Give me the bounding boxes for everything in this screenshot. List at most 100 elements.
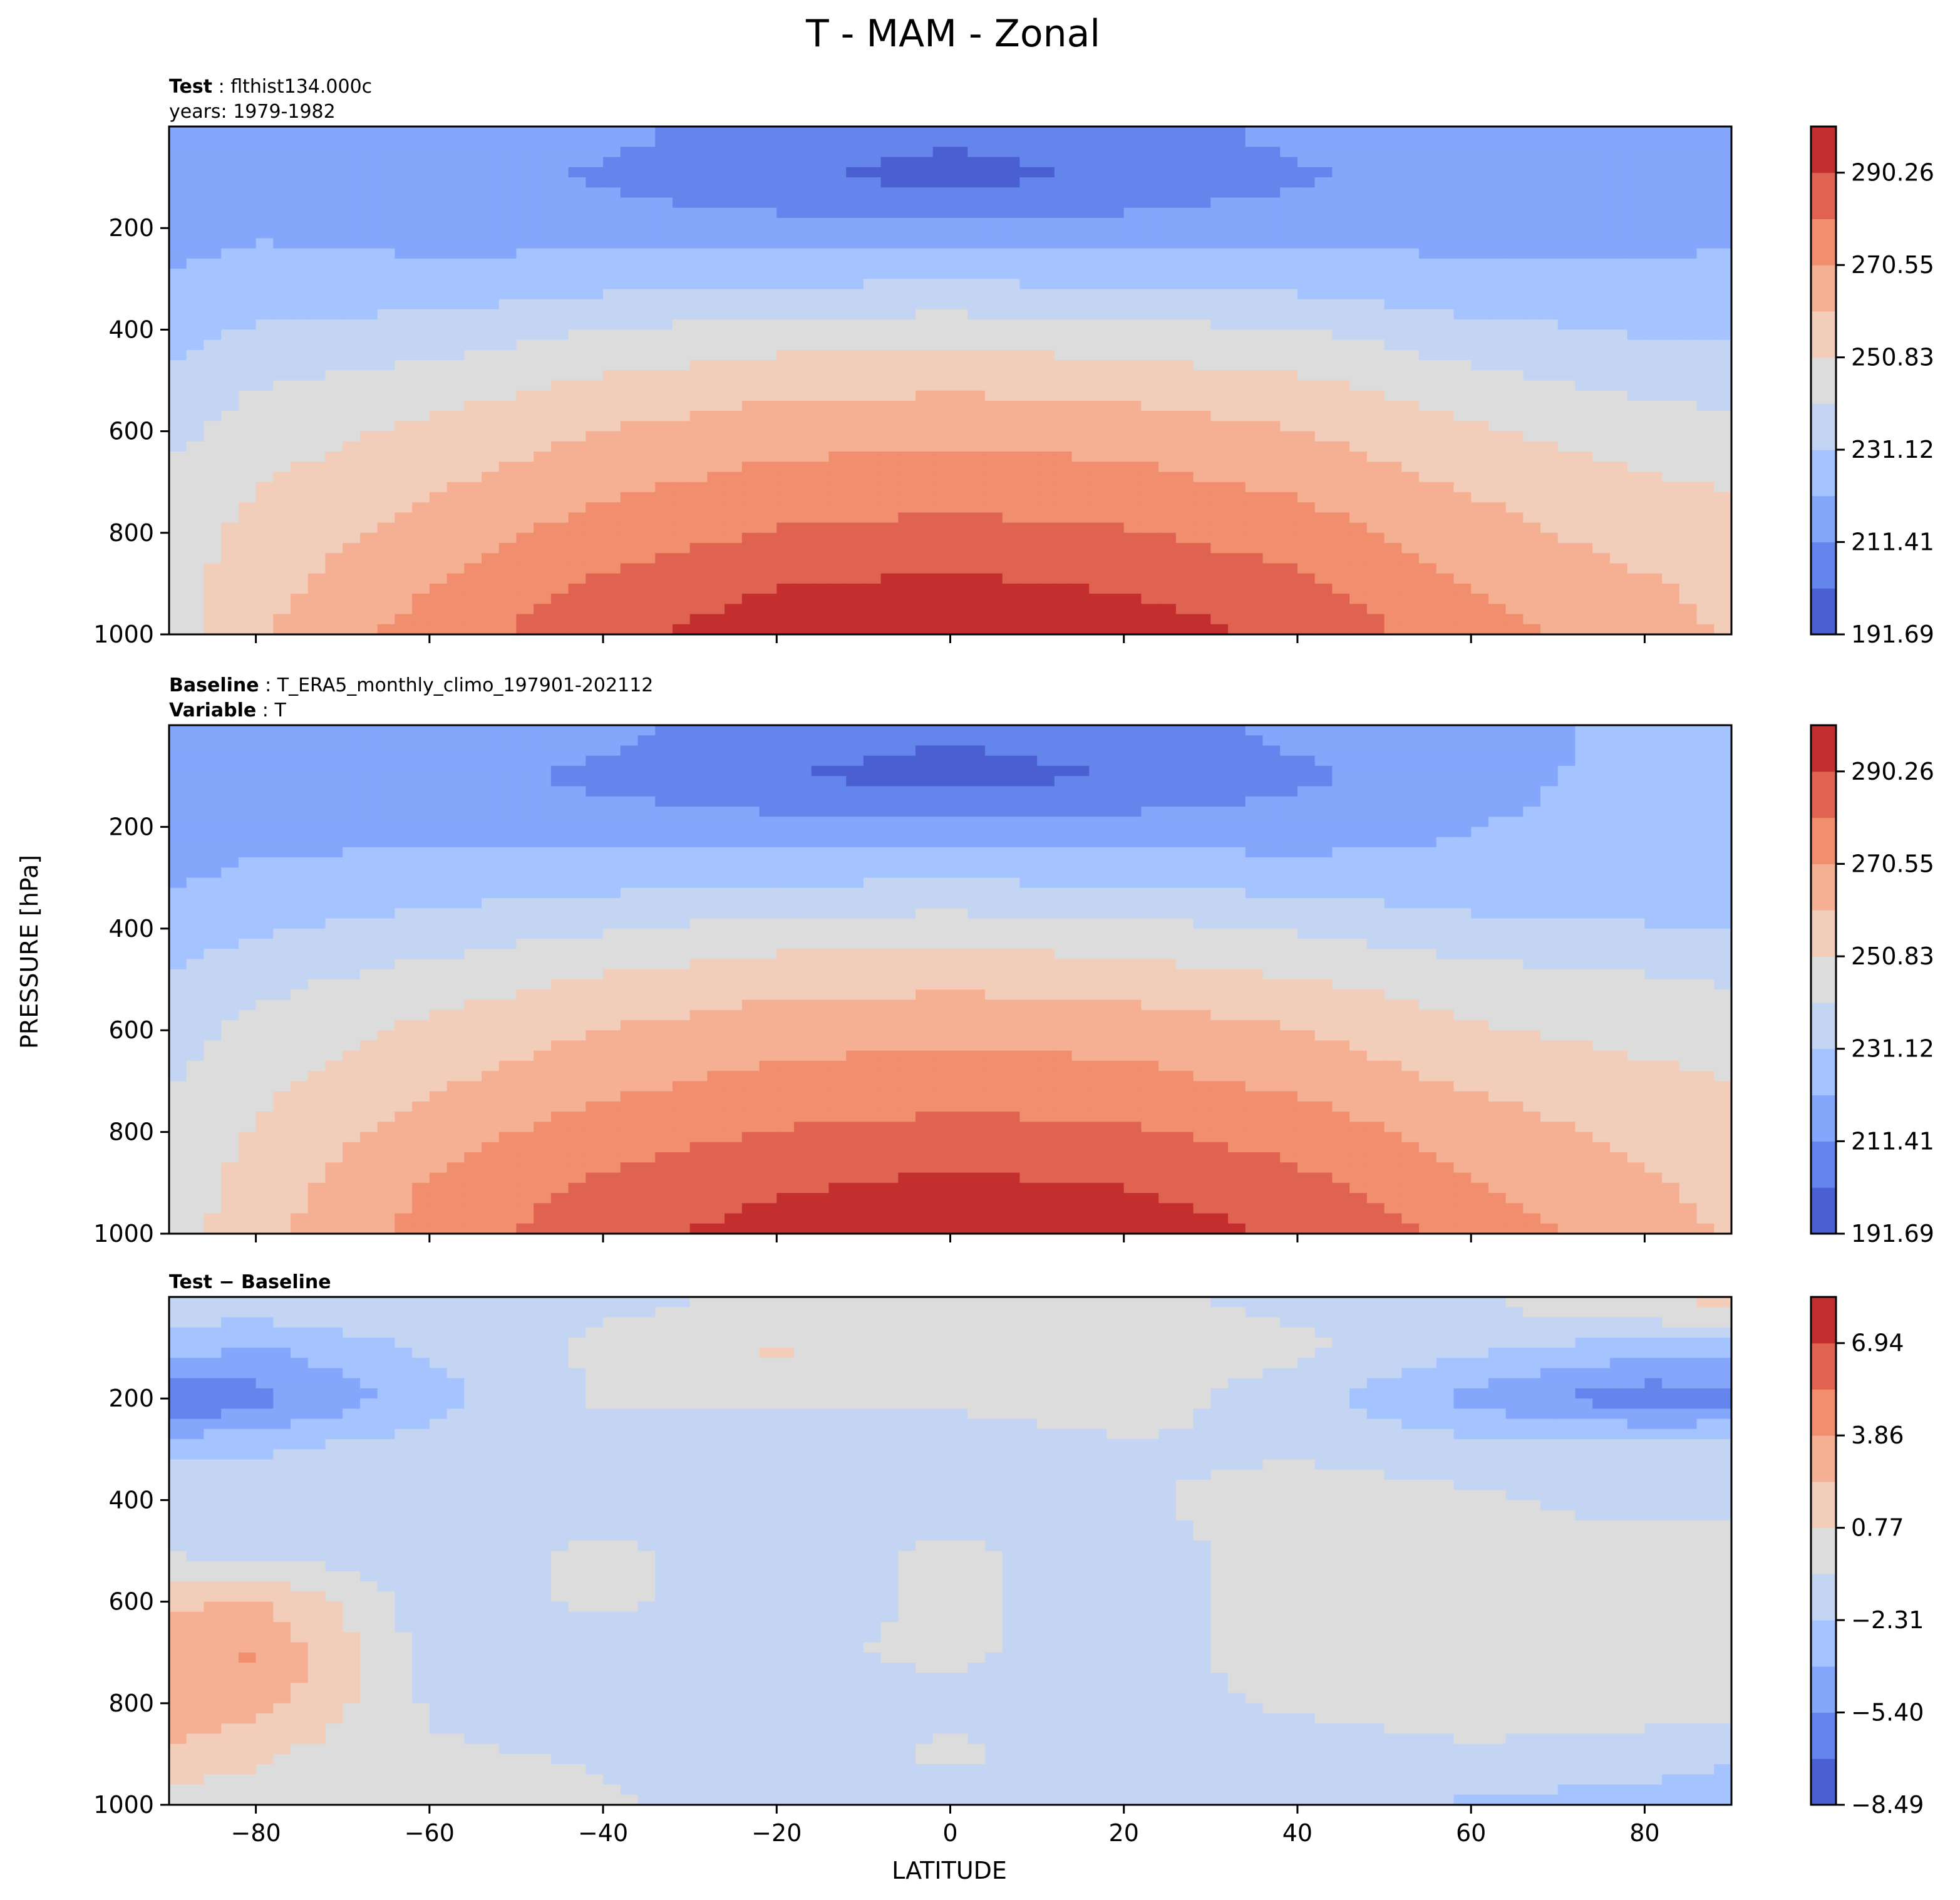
field-cell: [1141, 512, 1159, 524]
field-cell: [1679, 492, 1698, 503]
field-cell: [967, 380, 986, 391]
field-cell: [395, 411, 413, 421]
field-cell: [1106, 177, 1125, 188]
field-cell: [169, 258, 187, 269]
field-cell: [307, 553, 326, 564]
field-cell: [637, 248, 656, 259]
field-cell: [1123, 583, 1142, 594]
field-cell: [1210, 360, 1229, 371]
field-cell: [1592, 339, 1611, 351]
field-cell: [1228, 421, 1246, 432]
field-cell: [204, 238, 222, 249]
field-cell: [291, 411, 309, 421]
field-cell: [1662, 604, 1680, 615]
field-cell: [412, 360, 430, 371]
field-cell: [1297, 187, 1316, 199]
field-cell: [1141, 177, 1159, 188]
field-cell: [1384, 573, 1402, 584]
field-cell: [1002, 207, 1020, 219]
field-cell: [1054, 735, 1073, 746]
field-cell: [1193, 319, 1211, 330]
field-cell: [1314, 248, 1333, 259]
field-cell: [1436, 147, 1455, 158]
field-cell: [898, 380, 916, 391]
field-cell: [950, 197, 968, 209]
field-cell: [1436, 755, 1455, 767]
field-cell: [776, 502, 795, 513]
field-cell: [1609, 299, 1628, 310]
field-cell: [273, 431, 291, 442]
field-cell: [273, 532, 291, 544]
field-cell: [1436, 421, 1455, 432]
field-cell: [1332, 452, 1350, 462]
field-cell: [1662, 228, 1680, 239]
field-cell: [307, 147, 326, 158]
field-cell: [359, 370, 378, 381]
field-cell: [291, 299, 309, 310]
field-cell: [846, 269, 864, 279]
field-cell: [1314, 360, 1333, 371]
field-cell: [898, 167, 916, 178]
field-cell: [725, 411, 743, 421]
field-cell: [343, 421, 361, 432]
field-cell: [498, 745, 517, 756]
field-cell: [169, 512, 187, 524]
field-cell: [1505, 137, 1524, 148]
field-cell: [1523, 248, 1541, 259]
field-cell: [273, 441, 291, 452]
field-cell: [204, 441, 222, 452]
field-cell: [1175, 594, 1194, 604]
field-cell: [863, 126, 882, 137]
field-cell: [585, 462, 604, 473]
field-cell: [1453, 755, 1472, 767]
field-cell: [967, 482, 986, 493]
field-cell: [221, 319, 239, 330]
field-cell: [846, 248, 864, 259]
field-cell: [291, 492, 309, 503]
field-cell: [1644, 309, 1663, 320]
field-cell: [359, 563, 378, 574]
field-cell: [255, 217, 274, 229]
field-cell: [412, 319, 430, 330]
field-cell: [828, 269, 847, 279]
field-cell: [482, 400, 500, 411]
field-cell: [759, 482, 777, 493]
field-cell: [1366, 177, 1385, 188]
field-cell: [1453, 472, 1472, 483]
field-cell: [1262, 735, 1281, 746]
field-cell: [603, 269, 621, 279]
field-cell: [1419, 187, 1437, 199]
field-cell: [325, 360, 343, 371]
field-cell: [550, 248, 569, 259]
field-cell: [325, 583, 343, 594]
field-cell: [950, 380, 968, 391]
field-cell: [169, 299, 187, 310]
field-cell: [1141, 472, 1159, 483]
field-cell: [1054, 624, 1073, 635]
field-cell: [1193, 553, 1211, 564]
field-cell: [1453, 147, 1472, 158]
field-cell: [950, 411, 968, 421]
field-cell: [932, 269, 951, 279]
field-cell: [1523, 126, 1541, 137]
field-cell: [1228, 187, 1246, 199]
field-cell: [273, 269, 291, 279]
field-cell: [1193, 745, 1211, 756]
field-cell: [1557, 411, 1576, 421]
field-cell: [343, 360, 361, 371]
field-cell: [725, 238, 743, 249]
colorbar-band: [1811, 542, 1836, 589]
field-cell: [238, 482, 257, 493]
field-cell: [1592, 269, 1611, 279]
field-cell: [204, 553, 222, 564]
field-cell: [1609, 207, 1628, 219]
field-cell: [794, 411, 812, 421]
field-cell: [482, 411, 500, 421]
field-cell: [1123, 248, 1142, 259]
field-cell: [1054, 765, 1073, 777]
field-cell: [811, 299, 830, 310]
field-cell: [446, 289, 465, 300]
field-cell: [186, 745, 205, 756]
field-cell: [1505, 360, 1524, 371]
field-cell: [1037, 228, 1055, 239]
